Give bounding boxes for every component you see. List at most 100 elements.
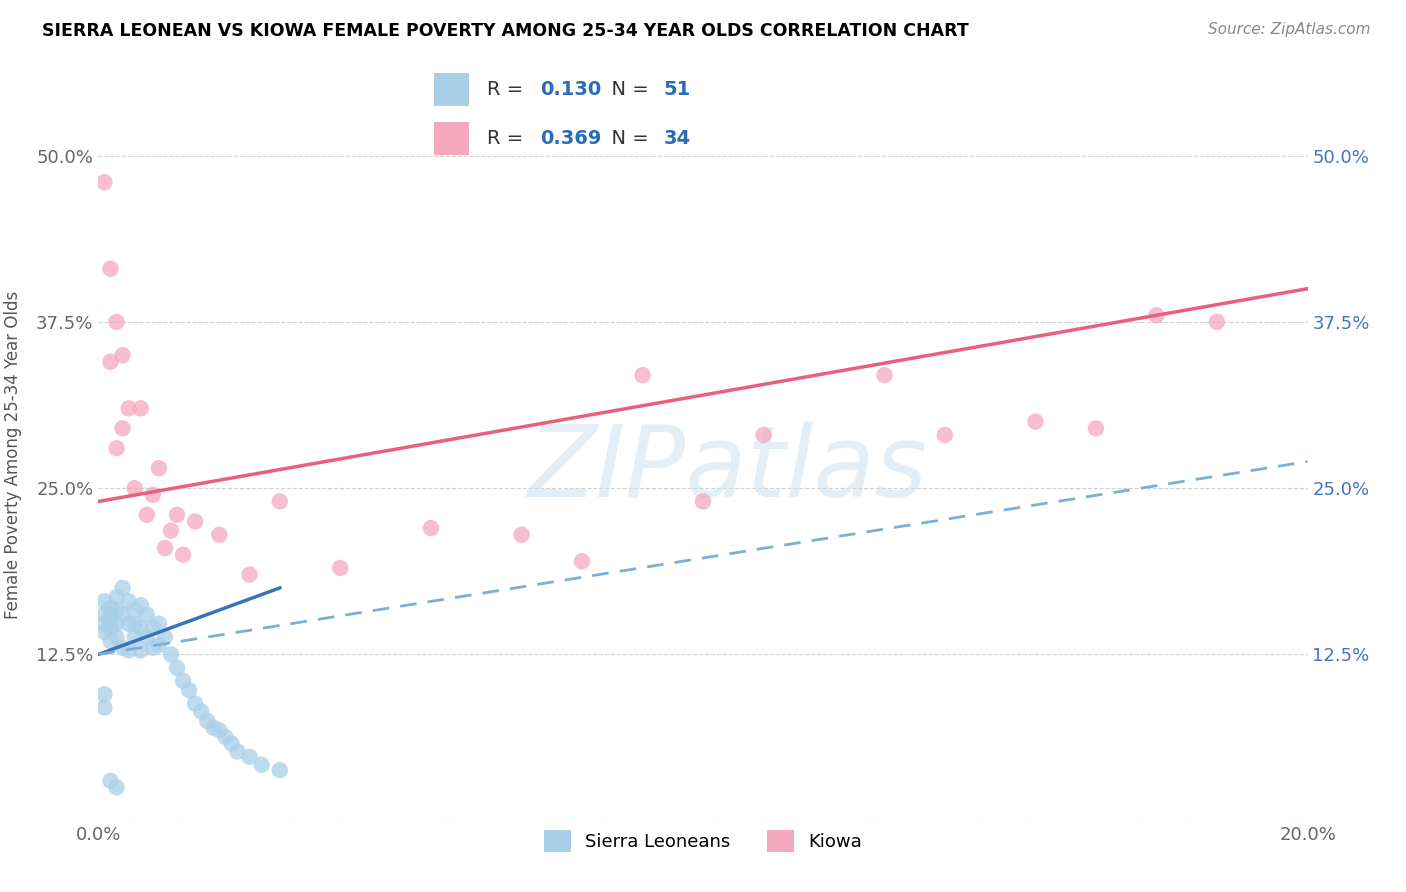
Y-axis label: Female Poverty Among 25-34 Year Olds: Female Poverty Among 25-34 Year Olds <box>4 291 22 619</box>
Point <box>124 481 146 495</box>
Point <box>129 621 152 635</box>
Point <box>142 488 165 502</box>
Point <box>118 643 141 657</box>
Point <box>239 749 262 764</box>
Point <box>208 723 231 738</box>
Point <box>105 315 128 329</box>
Point <box>105 616 128 631</box>
Text: N =: N = <box>599 79 655 99</box>
Point <box>148 638 170 652</box>
Point <box>208 527 231 541</box>
Text: R =: R = <box>486 79 529 99</box>
Point <box>135 508 157 522</box>
Point <box>105 780 128 795</box>
Point <box>934 428 956 442</box>
Point <box>269 763 291 777</box>
Point <box>129 401 152 416</box>
Point <box>135 630 157 644</box>
Point <box>124 630 146 644</box>
Text: N =: N = <box>599 128 655 148</box>
Point <box>124 603 146 617</box>
Point <box>111 581 134 595</box>
Point <box>100 607 122 622</box>
Point <box>752 428 775 442</box>
Point <box>179 683 201 698</box>
Point <box>269 494 291 508</box>
FancyBboxPatch shape <box>433 122 470 155</box>
Point <box>1024 415 1046 429</box>
Point <box>100 773 122 788</box>
Point <box>166 661 188 675</box>
Point <box>124 616 146 631</box>
Point <box>100 600 122 615</box>
Point <box>93 594 115 608</box>
Text: ZIPatlas: ZIPatlas <box>527 421 927 518</box>
Point <box>105 591 128 605</box>
Point <box>105 630 128 644</box>
Point <box>184 697 207 711</box>
Point <box>160 648 183 662</box>
Point <box>100 261 122 276</box>
Point <box>1085 421 1108 435</box>
Point <box>100 614 122 628</box>
Point <box>190 705 212 719</box>
Point <box>172 673 194 688</box>
Point <box>100 621 122 635</box>
Point <box>129 643 152 657</box>
Text: 0.369: 0.369 <box>540 128 602 148</box>
Point <box>184 515 207 529</box>
Point <box>153 541 176 555</box>
Point <box>118 616 141 631</box>
Text: SIERRA LEONEAN VS KIOWA FEMALE POVERTY AMONG 25-34 YEAR OLDS CORRELATION CHART: SIERRA LEONEAN VS KIOWA FEMALE POVERTY A… <box>42 22 969 40</box>
Point <box>93 175 115 189</box>
Legend: Sierra Leoneans, Kiowa: Sierra Leoneans, Kiowa <box>537 822 869 859</box>
Point <box>93 624 115 639</box>
FancyBboxPatch shape <box>433 73 470 105</box>
Point <box>111 640 134 655</box>
Point <box>214 730 236 744</box>
Point <box>93 700 115 714</box>
Point <box>1144 308 1167 322</box>
Point <box>93 607 115 622</box>
Text: 34: 34 <box>664 128 690 148</box>
Point <box>148 616 170 631</box>
Text: 51: 51 <box>664 79 692 99</box>
Point <box>153 630 176 644</box>
Point <box>111 421 134 435</box>
Point <box>93 616 115 631</box>
Point <box>510 527 533 541</box>
Point <box>631 368 654 383</box>
Point <box>250 757 273 772</box>
Text: Source: ZipAtlas.com: Source: ZipAtlas.com <box>1208 22 1371 37</box>
Text: R =: R = <box>486 128 529 148</box>
Point <box>221 737 243 751</box>
Point <box>172 548 194 562</box>
Point <box>100 355 122 369</box>
Point <box>129 598 152 612</box>
Point <box>226 744 249 758</box>
Point <box>135 607 157 622</box>
Point <box>100 634 122 648</box>
Point <box>1206 315 1229 329</box>
Point <box>202 721 225 735</box>
Point <box>329 561 352 575</box>
Point <box>166 508 188 522</box>
Point <box>142 621 165 635</box>
Point <box>571 554 593 568</box>
Point <box>239 567 262 582</box>
Point <box>105 603 128 617</box>
Text: 0.130: 0.130 <box>540 79 602 99</box>
Point <box>93 687 115 701</box>
Point <box>111 348 134 362</box>
Point <box>160 524 183 538</box>
Point <box>142 640 165 655</box>
Point <box>195 714 218 728</box>
Point <box>118 594 141 608</box>
Point <box>148 461 170 475</box>
Point <box>111 607 134 622</box>
Point <box>105 442 128 456</box>
Point <box>118 401 141 416</box>
Point <box>692 494 714 508</box>
Point <box>873 368 896 383</box>
Point <box>420 521 443 535</box>
